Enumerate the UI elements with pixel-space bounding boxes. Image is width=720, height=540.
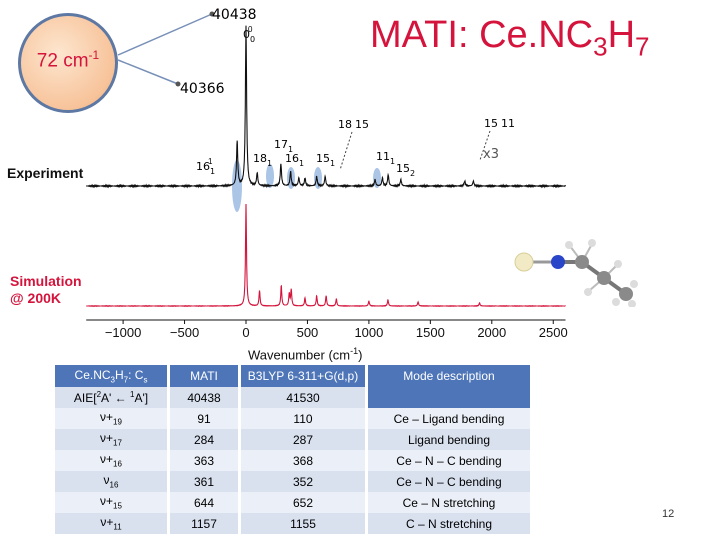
h-atom [565,241,573,249]
slide-title: MATI: Ce.NC3H7 [370,14,650,62]
header-mati: MATI [170,365,238,387]
callout-dot-top [209,11,215,17]
x-tick-label: 2500 [539,325,568,340]
peak-label-16b: 161 [285,152,304,168]
table-row-aie: AIE[2A' ← 1A'] 40438 41530 [55,387,530,408]
experiment-trace [86,25,567,189]
callout-value-top: 40438 [212,7,257,23]
mode-label: ν+16 [55,450,167,471]
table-row: ν+19 91 110 Ce – Ligand bending [55,408,530,429]
h-atom [612,298,620,306]
calc-value: 352 [241,471,365,492]
calc-value: 652 [241,492,365,513]
mode-description: Ce – Ligand bending [368,408,530,429]
energy-gap-circle [18,13,118,113]
callout-value-bottom: 40366 [180,81,225,97]
calc-value: 1155 [241,513,365,534]
callout-line-bottom [117,59,179,85]
peak-label-15c: 152 [396,162,415,178]
x-tick-label: −500 [170,325,199,340]
table-row: ν16 361 352 Ce – N – C bending [55,471,530,492]
h-atom [588,239,596,247]
x-tick-label: 1500 [416,325,445,340]
page-number: 12 [662,508,675,520]
table-header-row: Ce.NC3H7: Cs MATI B3LYP 6-311+G(d,p) Mod… [55,365,530,408]
calc-value: 287 [241,429,365,450]
mode-description: Ce – N – C bending [368,450,530,471]
h-atom [628,300,636,307]
peak-label-11: 111 [376,150,395,166]
x-tick-label: 1000 [354,325,383,340]
peak-label-16: 161 [196,160,215,176]
simulation-label: Simulation @ 200K [10,273,82,306]
x-tick-label: −1000 [105,325,142,340]
peak-pointer [479,130,491,161]
x-axis-title: Wavenumber (cm-1) [248,346,363,363]
callout-dot-bottom [175,81,181,87]
h-atom [584,288,592,296]
x-tick-label: 2000 [477,325,506,340]
table-row: ν+15 644 652 Ce – N stretching [55,492,530,513]
simulation-trace [86,203,566,308]
highlight-ellipse [232,160,242,212]
mati-value: 361 [170,471,238,492]
aie-label: AIE[2A' ← 1A'] [55,387,167,408]
x-axis-ticks: −1000 −500 0 500 1000 1500 2000 2500 [105,320,568,340]
table-row: ν+17 284 287 Ligand bending [55,429,530,450]
peak-label-18: 181 [253,152,272,168]
energy-gap-label: 72 cm-1 [36,48,100,72]
calc-value: 110 [241,408,365,429]
table-row: ν+11 1157 1155 C – N stretching [55,513,530,534]
peak-label-origin-sup: 0 [248,25,253,34]
mode-description: Ce – N stretching [368,492,530,513]
mode-label: ν+19 [55,408,167,429]
x-tick-label: 0 [242,325,249,340]
experiment-label: Experiment [7,165,84,181]
highlight-ellipse [266,164,274,188]
c-atom [619,287,633,301]
peak-label-15: 151 [316,152,335,168]
mati-value: 1157 [170,513,238,534]
mode-label: ν16 [55,471,167,492]
header-species: Ce.NC3H7: Cs [55,365,167,387]
ce-atom [514,252,534,272]
aie-calc: 41530 [241,387,365,408]
h-atom [614,260,622,268]
mode-description: Ligand bending [368,429,530,450]
peak-label-16-sup: 1 [208,157,213,166]
calc-value: 368 [241,450,365,471]
mode-label: ν+17 [55,429,167,450]
scale-factor-label: x3 [483,147,499,162]
c-atom [575,255,589,269]
peak-label-15-11: 15 11 [484,117,515,130]
peak-label-17: 171 [274,138,293,154]
mati-value: 644 [170,492,238,513]
mati-value: 284 [170,429,238,450]
mode-description: C – N stretching [368,513,530,534]
molecule-illustration [514,239,638,307]
x-tick-label: 500 [297,325,319,340]
c-atom [597,271,611,285]
mode-description: Ce – N – C bending [368,471,530,492]
spectrum-chart: 40438 40366 00 0 161 1 171 181 161 151 1… [86,7,568,340]
n-atom [551,255,565,269]
mode-label: ν+11 [55,513,167,534]
table-row: ν+16 363 368 Ce – N – C bending [55,450,530,471]
vibrational-mode-table: Ce.NC3H7: Cs MATI B3LYP 6-311+G(d,p) Mod… [55,365,530,534]
peak-label-18-15: 18 15 [338,118,369,131]
aie-mati: 40438 [170,387,238,408]
peak-pointer [339,131,353,171]
callout-line-top [117,13,213,56]
highlight-ellipse [373,168,381,188]
mati-value: 363 [170,450,238,471]
header-mode-description: Mode description [368,365,530,408]
mode-label: ν+15 [55,492,167,513]
h-atom [630,280,638,288]
mati-value: 91 [170,408,238,429]
header-calc: B3LYP 6-311+G(d,p) [241,365,365,387]
